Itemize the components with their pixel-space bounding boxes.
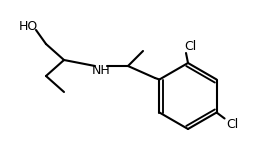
Text: Cl: Cl (184, 41, 196, 54)
Text: NH: NH (92, 63, 110, 76)
Text: HO: HO (18, 20, 38, 32)
Text: Cl: Cl (227, 118, 239, 131)
